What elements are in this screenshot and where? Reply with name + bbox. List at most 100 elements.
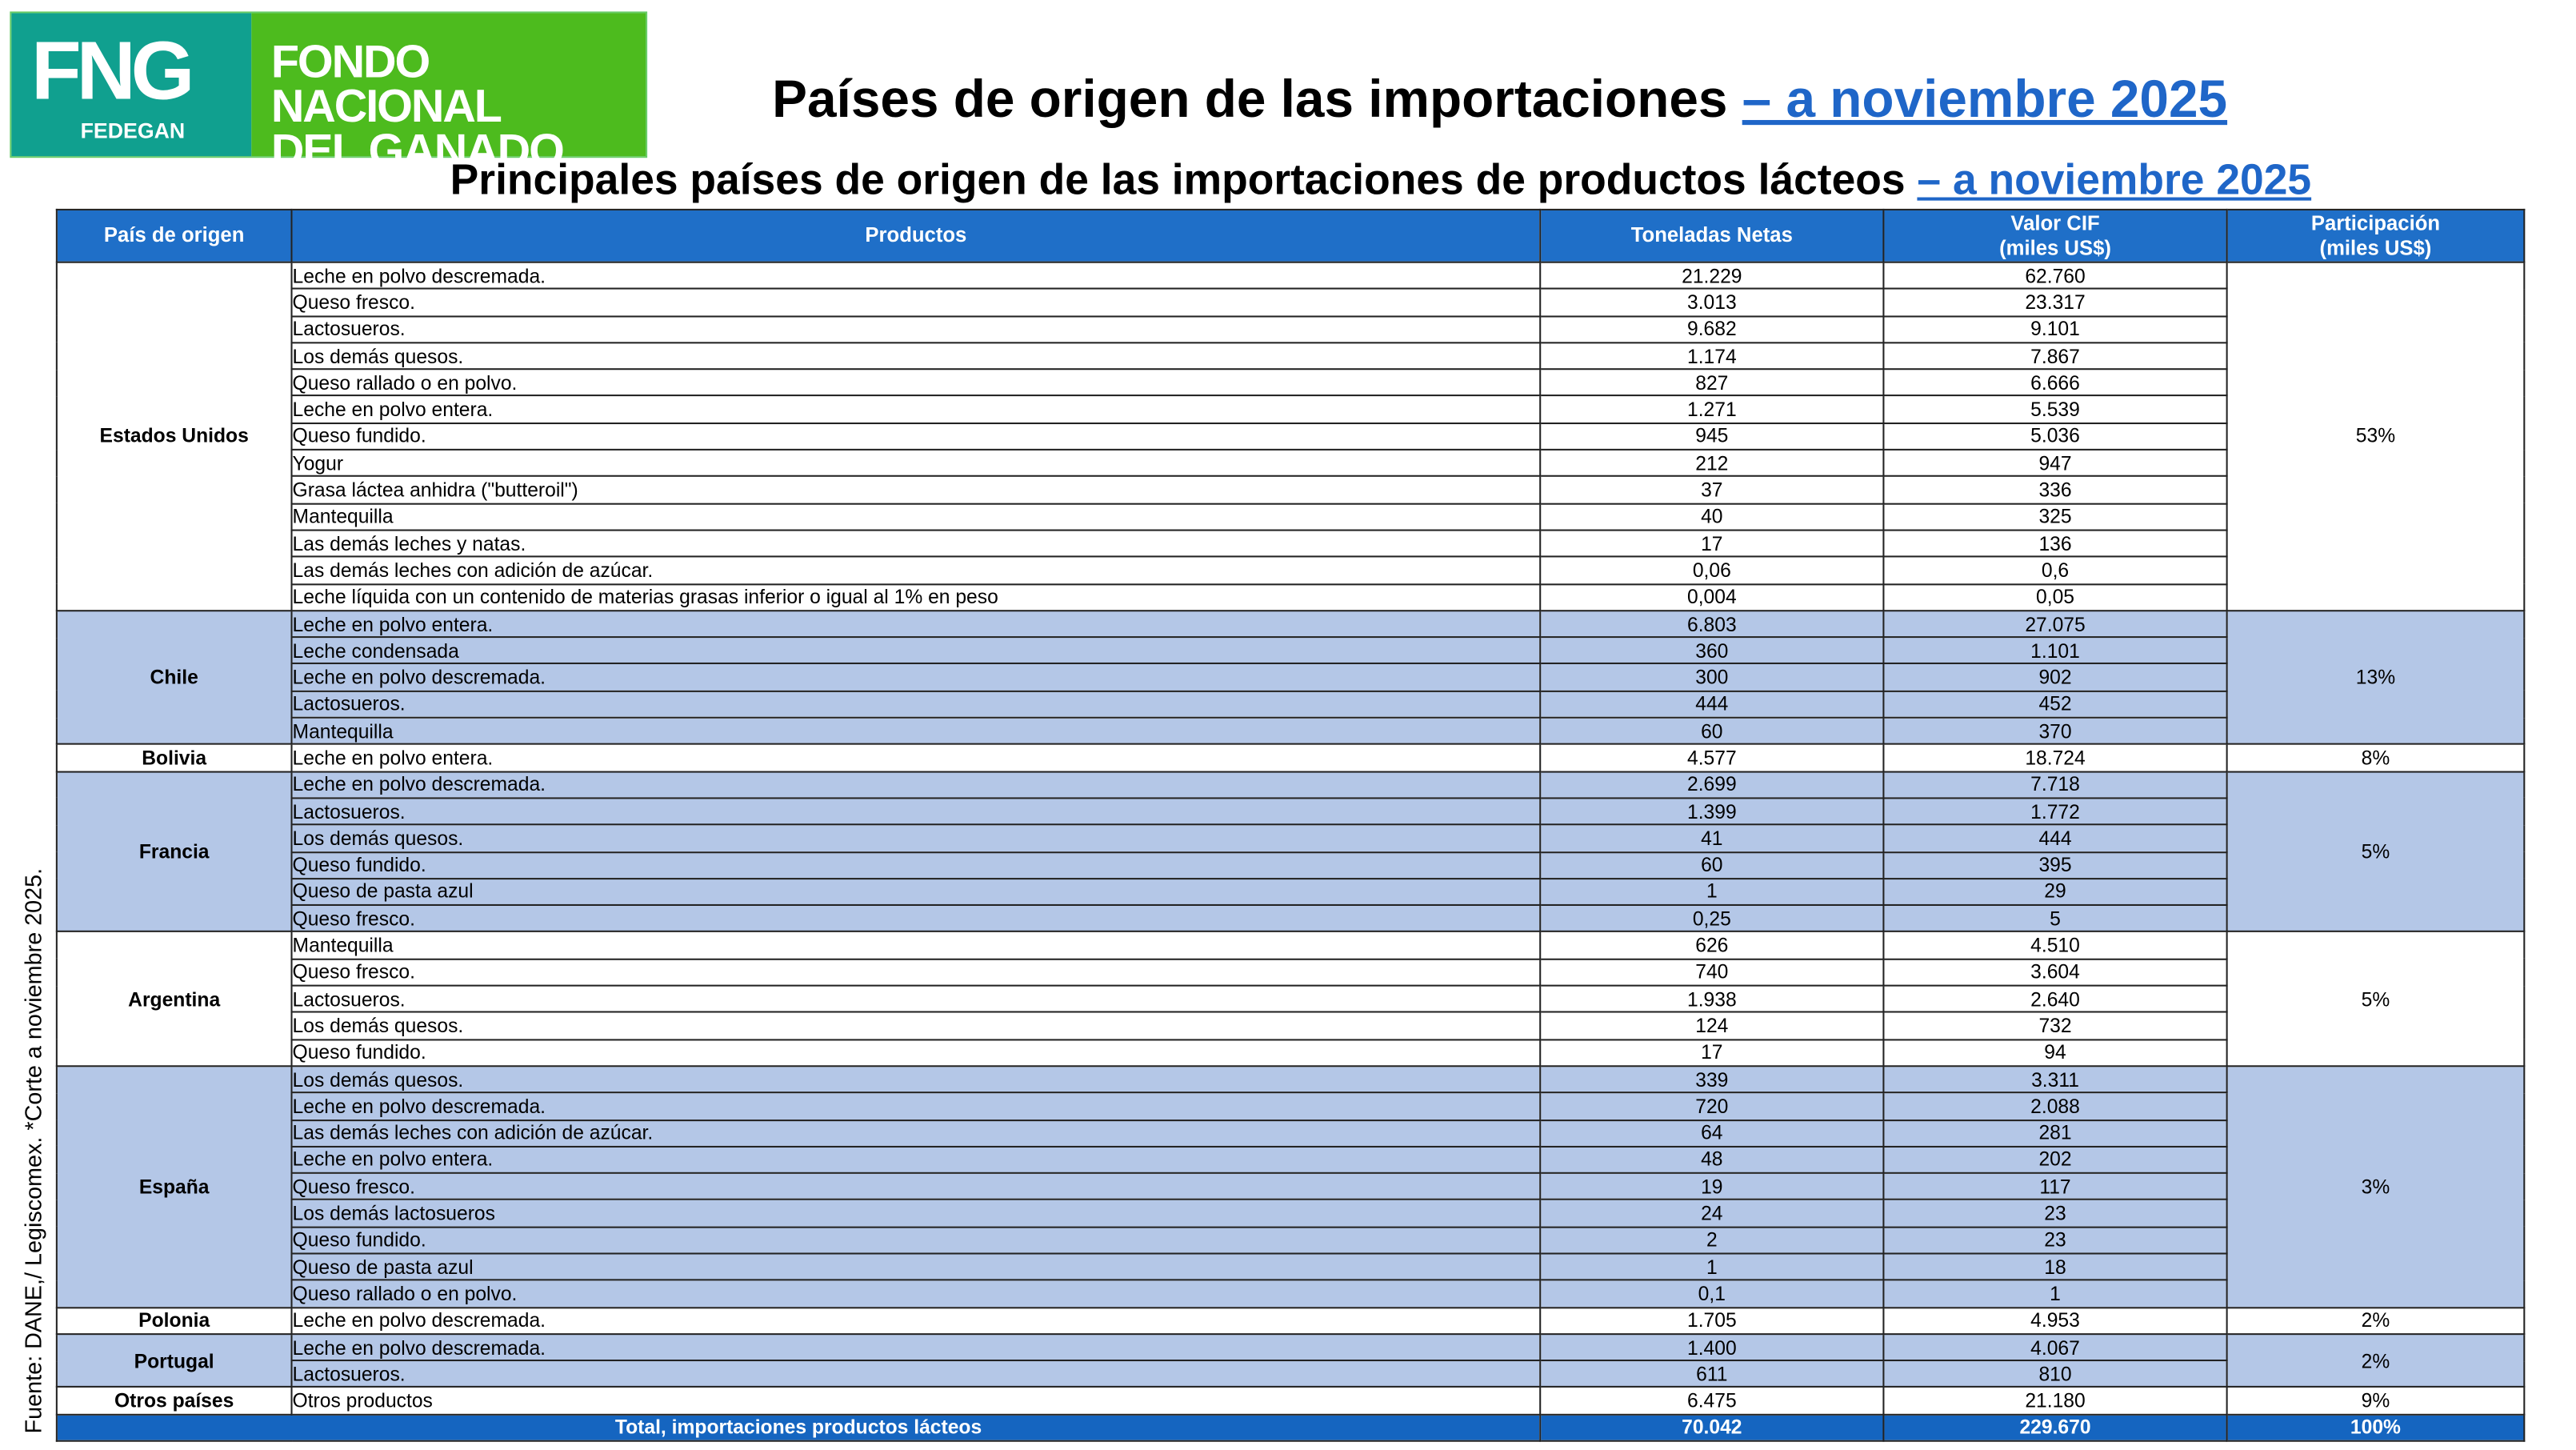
value-cell: 1.101 xyxy=(1882,636,2228,665)
product-cell: Leche líquida con un contenido de materi… xyxy=(290,583,1542,611)
data-row: Las demás leches y natas. 17 136 xyxy=(57,529,2524,559)
product-cell: Queso rallado o en polvo. xyxy=(290,1279,1542,1308)
data-row: Leche líquida con un contenido de materi… xyxy=(57,583,2524,611)
value-cell: 902 xyxy=(1882,663,2228,692)
data-row: Argentina Mantequilla 626 4.510 5% xyxy=(55,931,2526,1067)
product-cell: Leche en polvo descremada. xyxy=(290,1306,1542,1335)
data-row: Queso de pasta azul 1 29 xyxy=(57,877,2524,907)
product-cell: Leche en polvo descremada. xyxy=(290,770,1542,799)
subtitle-text: Principales países de origen de las impo… xyxy=(450,154,1918,204)
tons-cell: 40 xyxy=(1539,502,1885,531)
product-cell: Queso de pasta azul xyxy=(290,877,1542,907)
logo-org: FEDEGAN xyxy=(80,118,186,143)
data-row: Queso fundido. 2 23 xyxy=(57,1225,2524,1255)
tons-cell: 0,1 xyxy=(1539,1279,1885,1308)
subtitle-link[interactable]: – a noviembre 2025 xyxy=(1917,154,2312,204)
tons-cell: 626 xyxy=(1539,931,1885,960)
data-row: Mantequilla 60 370 xyxy=(57,716,2524,746)
tons-cell: 1.705 xyxy=(1539,1306,1885,1335)
data-row: Los demás lactosueros 24 23 xyxy=(57,1199,2524,1228)
share-cell: 3% xyxy=(2226,1065,2526,1308)
tons-cell: 1 xyxy=(1539,1252,1885,1281)
tons-cell: 300 xyxy=(1539,663,1885,692)
value-cell: 23 xyxy=(1882,1199,2228,1228)
logo: FNG FEDEGAN FONDO NACIONAL DEL GANADO xyxy=(10,11,648,174)
product-cell: Queso fundido. xyxy=(290,1038,1542,1067)
data-row: Lactosueros. 444 452 xyxy=(57,690,2524,719)
value-cell: 2.088 xyxy=(1882,1092,2228,1121)
product-cell: Queso fundido. xyxy=(290,851,1542,879)
value-cell: 444 xyxy=(1882,823,2228,853)
product-cell: Mantequilla xyxy=(290,931,1542,960)
value-cell: 18.724 xyxy=(1882,743,2228,772)
value-cell: 202 xyxy=(1882,1145,2228,1175)
tons-cell: 19 xyxy=(1539,1172,1885,1201)
product-cell: Leche en polvo entera. xyxy=(290,395,1542,424)
tons-cell: 17 xyxy=(1539,529,1885,559)
logo-mark: FNG FEDEGAN xyxy=(11,13,252,157)
product-cell: Los demás quesos. xyxy=(290,1065,1542,1094)
data-row: Otros países Otros productos 6.475 21.180 9% xyxy=(55,1386,2526,1416)
title-link[interactable]: – a noviembre 2025 xyxy=(1742,69,2228,129)
tons-cell: 1.174 xyxy=(1539,342,1885,371)
tons-cell: 611 xyxy=(1539,1360,1885,1388)
total-row: Total, importaciones productos lácteos 70… xyxy=(55,1413,2526,1442)
product-cell: Leche en polvo descremada. xyxy=(290,663,1542,692)
data-row: Queso fresco. 3.013 23.317 xyxy=(57,288,2524,317)
data-row: Lactosueros. 1.938 2.640 xyxy=(57,984,2524,1014)
share-cell: 8% xyxy=(2226,743,2526,772)
value-cell: 7.867 xyxy=(1882,342,2228,371)
tons-cell: 17 xyxy=(1539,1038,1885,1067)
value-cell: 18 xyxy=(1882,1252,2228,1281)
column-header: Productos xyxy=(290,208,1542,263)
value-cell: 3.311 xyxy=(1882,1065,2228,1094)
product-cell: Leche condensada xyxy=(290,636,1542,665)
value-cell: 29 xyxy=(1882,877,2228,907)
data-row: Leche en polvo descremada. 300 902 xyxy=(57,663,2524,692)
value-cell: 6.666 xyxy=(1882,368,2228,398)
tons-cell: 37 xyxy=(1539,475,1885,505)
product-cell: Lactosueros. xyxy=(290,797,1542,826)
data-row: Lactosueros. 611 810 xyxy=(57,1360,2524,1388)
product-cell: Queso fundido. xyxy=(290,422,1542,451)
logo-name: FONDO NACIONAL DEL GANADO xyxy=(251,13,646,174)
product-cell: Queso de pasta azul xyxy=(290,1252,1542,1281)
share-cell: 9% xyxy=(2226,1386,2526,1416)
product-cell: Las demás leches con adición de azúcar. xyxy=(290,1119,1542,1148)
tons-cell: 21.229 xyxy=(1539,261,1885,290)
share-cell: 53% xyxy=(2226,261,2526,611)
product-cell: Grasa láctea anhidra ("butteroil") xyxy=(290,475,1542,505)
tons-cell: 2.699 xyxy=(1539,770,1885,799)
data-row: Los demás quesos. 41 444 xyxy=(57,823,2524,853)
country-cell: Otros países xyxy=(55,1386,293,1416)
tons-cell: 0,004 xyxy=(1539,583,1885,611)
value-cell: 21.180 xyxy=(1882,1386,2228,1416)
product-cell: Leche en polvo entera. xyxy=(290,1145,1542,1175)
column-header: País de origen xyxy=(55,208,293,263)
tons-cell: 212 xyxy=(1539,448,1885,478)
data-row: Queso fundido. 60 395 xyxy=(57,851,2524,879)
logo-line: DEL GANADO xyxy=(270,125,565,176)
data-row: Lactosueros. 1.399 1.772 xyxy=(57,797,2524,826)
product-cell: Mantequilla xyxy=(290,716,1542,746)
data-row: Los demás quesos. 1.174 7.867 xyxy=(57,342,2524,371)
data-row: Queso fresco. 0,25 5 xyxy=(57,904,2524,933)
tons-cell: 1.938 xyxy=(1539,984,1885,1014)
imports-table: País de origen Productos Toneladas Netas Va… xyxy=(55,208,2526,1442)
tons-cell: 60 xyxy=(1539,851,1885,879)
tons-cell: 740 xyxy=(1539,958,1885,987)
product-cell: Los demás quesos. xyxy=(290,823,1542,853)
value-cell: 4.953 xyxy=(1882,1306,2228,1335)
column-header: Valor CIF (miles US$) xyxy=(1882,208,2228,263)
value-cell: 5 xyxy=(1882,904,2228,933)
product-cell: Otros productos xyxy=(290,1386,1542,1416)
product-cell: Las demás leches y natas. xyxy=(290,529,1542,559)
product-cell: Lactosueros. xyxy=(290,984,1542,1014)
data-row: Las demás leches con adición de azúcar. 6… xyxy=(57,1119,2524,1148)
tons-cell: 1.400 xyxy=(1539,1332,1885,1362)
country-cell: Chile xyxy=(55,609,293,746)
table-body: Estados Unidos Leche en polvo descremada.… xyxy=(55,261,2526,1442)
tons-cell: 41 xyxy=(1539,823,1885,853)
country-cell: España xyxy=(55,1065,293,1308)
